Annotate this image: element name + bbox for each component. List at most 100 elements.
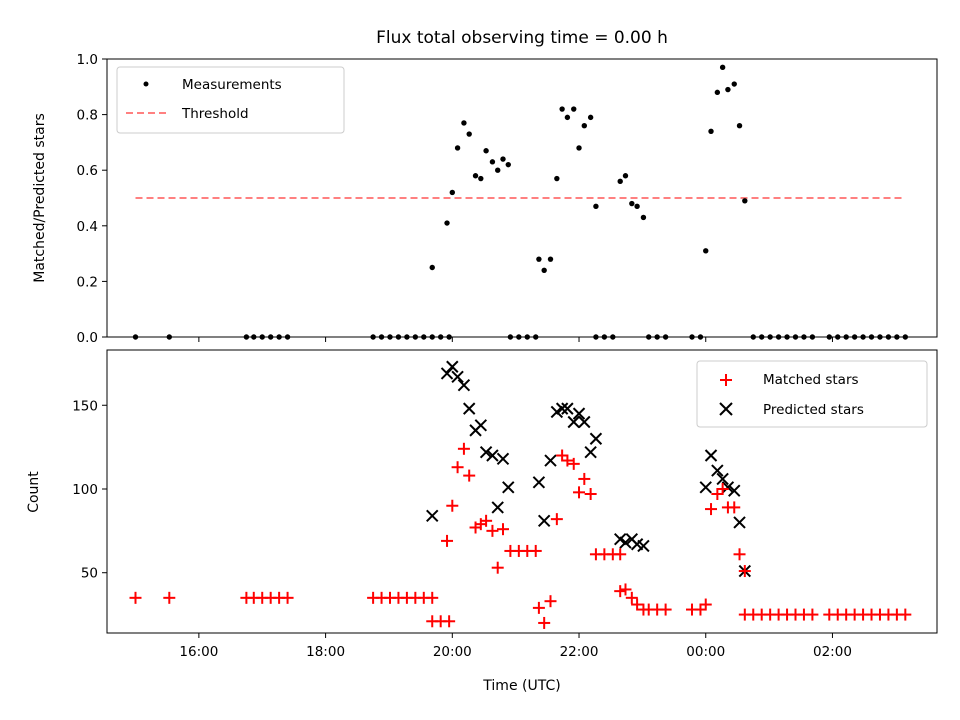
top-y-tick-label: 0.4 xyxy=(77,219,98,235)
predicted-star-point xyxy=(567,415,580,429)
matched-star-point xyxy=(443,615,456,628)
matched-star-point xyxy=(480,514,493,527)
predicted-star-point xyxy=(589,432,603,445)
measurement-point xyxy=(536,256,542,262)
legend-measurements-label: Measurements xyxy=(182,77,282,93)
predicted-star-point xyxy=(532,476,546,489)
matched-star-point xyxy=(728,501,741,514)
measurement-point xyxy=(587,114,594,121)
predicted-star-point xyxy=(474,419,488,432)
measurement-point xyxy=(629,200,635,207)
predicted-star-point xyxy=(457,378,471,392)
matched-star-point xyxy=(496,523,509,536)
measurement-point xyxy=(505,161,511,168)
predicted-star-point xyxy=(716,472,729,486)
measurement-point xyxy=(617,178,623,185)
top-y-tick-label: 0.2 xyxy=(77,274,98,290)
matched-star-point xyxy=(163,591,176,604)
bottom-legend: Matched stars Predicted stars xyxy=(696,360,928,428)
matched-star-point xyxy=(567,457,580,470)
measurement-point xyxy=(593,203,599,210)
matched-star-point xyxy=(716,482,729,495)
top-legend-box xyxy=(116,66,345,134)
matched-star-point xyxy=(281,591,294,604)
predicted-star-point xyxy=(440,367,454,380)
bottom-y-tick-label: 150 xyxy=(72,398,98,414)
matched-star-point xyxy=(619,583,632,596)
matched-star-point xyxy=(614,585,627,598)
measurement-point xyxy=(736,123,743,129)
matched-star-point xyxy=(561,454,574,467)
predicted-star-point xyxy=(462,402,476,415)
bottom-y-axis-label: Count xyxy=(26,471,42,513)
matched-star-point xyxy=(806,608,819,621)
matched-star-point xyxy=(584,488,597,501)
matched-star-point xyxy=(699,598,712,611)
measurement-point xyxy=(444,220,450,226)
chart-title: Flux total observing time = 0.00 h xyxy=(376,28,668,48)
legend-predicted-marker xyxy=(719,402,733,416)
matched-star-point xyxy=(705,503,718,516)
top-plot-area xyxy=(132,64,909,340)
predicted-star-point xyxy=(496,452,510,466)
predicted-star-point xyxy=(561,402,574,415)
legend-threshold-label: Threshold xyxy=(181,106,249,122)
measurement-point xyxy=(429,264,435,271)
top-y-tick-label: 1.0 xyxy=(77,52,98,68)
measurement-point xyxy=(725,86,731,93)
predicted-star-point xyxy=(537,514,551,528)
predicted-star-point xyxy=(578,415,591,429)
top-y-tick-label: 0.8 xyxy=(77,108,98,124)
bottom-y-tick-label: 100 xyxy=(72,482,98,498)
legend-measurements-marker xyxy=(143,81,149,87)
top-legend: Measurements Threshold xyxy=(116,66,345,134)
legend-predicted-label: Predicted stars xyxy=(763,402,864,418)
measurement-point xyxy=(461,120,467,126)
matched-star-point xyxy=(659,603,672,616)
predicted-star-point xyxy=(699,481,712,494)
matched-star-point xyxy=(694,603,707,616)
predicted-star-point xyxy=(502,481,515,494)
measurement-point xyxy=(622,173,629,179)
measurement-point xyxy=(634,203,640,210)
measurement-point xyxy=(581,123,588,129)
predicted-star-point xyxy=(721,481,735,494)
predicted-star-point xyxy=(637,539,650,553)
measurement-point xyxy=(714,89,721,96)
measurement-point xyxy=(571,106,577,112)
measurement-point xyxy=(472,173,479,179)
measurement-point xyxy=(564,114,571,121)
measurement-point xyxy=(454,145,461,151)
predicted-star-point xyxy=(733,516,746,529)
measurement-point xyxy=(547,256,554,262)
measurement-point xyxy=(731,81,737,87)
predicted-star-point xyxy=(544,454,557,467)
bottom-y-tick-label: 50 xyxy=(81,566,98,582)
predicted-star-point xyxy=(704,449,718,462)
matched-star-point xyxy=(578,472,591,485)
matched-star-point xyxy=(426,591,439,604)
matched-star-point xyxy=(529,544,542,557)
measurement-point xyxy=(742,198,748,204)
predicted-star-point xyxy=(572,407,586,420)
measurement-point xyxy=(449,189,456,196)
predicted-star-point xyxy=(555,402,569,415)
measurement-point xyxy=(478,175,484,182)
measurement-point xyxy=(483,148,489,154)
predicted-star-point xyxy=(446,360,459,373)
x-tick-label: 22:00 xyxy=(560,644,599,660)
top-y-tick-label: 0.0 xyxy=(77,330,98,346)
bottom-legend-box xyxy=(696,360,928,428)
matched-star-point xyxy=(451,461,464,474)
x-tick-label: 20:00 xyxy=(433,644,472,660)
top-y-tick-label: 0.6 xyxy=(77,163,98,179)
matched-star-point xyxy=(738,565,751,578)
measurement-point xyxy=(640,214,647,221)
measurement-point xyxy=(554,175,560,182)
predicted-star-point xyxy=(728,484,741,497)
predicted-star-point xyxy=(491,501,504,514)
measurement-point xyxy=(719,64,726,71)
x-axis-label: Time (UTC) xyxy=(482,678,560,694)
measurement-point xyxy=(541,267,547,273)
predicted-star-point xyxy=(711,464,724,477)
